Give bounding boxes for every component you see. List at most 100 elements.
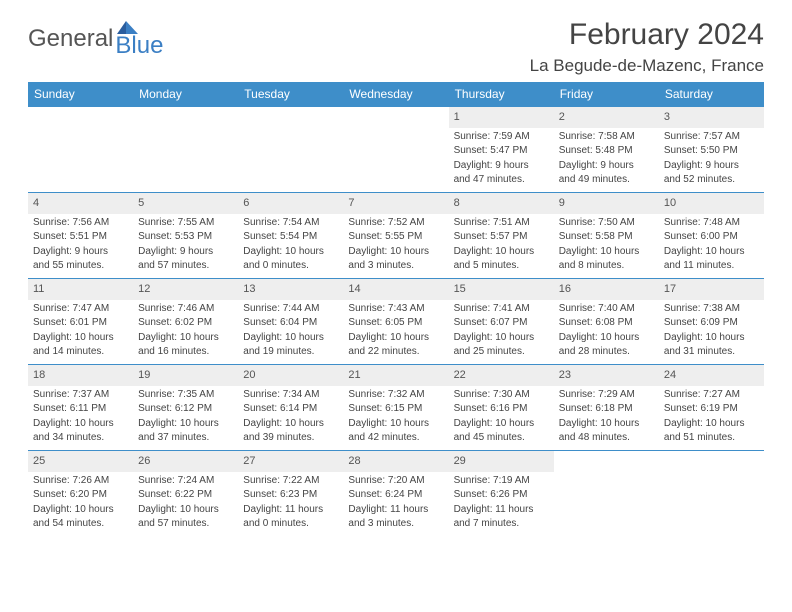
detail-line: Sunset: 6:20 PM [33,488,128,502]
day-number: 27 [238,451,343,472]
calendar-cell: 21Sunrise: 7:32 AMSunset: 6:15 PMDayligh… [343,364,448,450]
calendar-cell-empty [133,106,238,192]
detail-line: Sunrise: 7:57 AM [664,130,759,144]
detail-line: Sunset: 5:47 PM [454,144,549,158]
detail-line: Daylight: 9 hours [559,159,654,173]
day-detail: Sunrise: 7:47 AMSunset: 6:01 PMDaylight:… [28,302,133,359]
day-number: 22 [449,365,554,386]
detail-line: Daylight: 9 hours [138,245,233,259]
detail-line: Sunset: 6:00 PM [664,230,759,244]
detail-line: and 7 minutes. [454,517,549,531]
calendar-cell: 22Sunrise: 7:30 AMSunset: 6:16 PMDayligh… [449,364,554,450]
detail-line: Sunrise: 7:55 AM [138,216,233,230]
detail-line: Sunset: 6:07 PM [454,316,549,330]
day-number: 7 [343,193,448,214]
detail-line: and 57 minutes. [138,517,233,531]
detail-line: Daylight: 10 hours [138,331,233,345]
detail-line: Sunrise: 7:47 AM [33,302,128,316]
day-number: 28 [343,451,448,472]
calendar-cell: 18Sunrise: 7:37 AMSunset: 6:11 PMDayligh… [28,364,133,450]
detail-line: Daylight: 10 hours [664,331,759,345]
detail-line: and 49 minutes. [559,173,654,187]
detail-line: Daylight: 10 hours [348,245,443,259]
day-detail: Sunrise: 7:55 AMSunset: 5:53 PMDaylight:… [133,216,238,273]
calendar-cell: 20Sunrise: 7:34 AMSunset: 6:14 PMDayligh… [238,364,343,450]
calendar-cell: 14Sunrise: 7:43 AMSunset: 6:05 PMDayligh… [343,278,448,364]
day-detail: Sunrise: 7:35 AMSunset: 6:12 PMDaylight:… [133,388,238,445]
detail-line: Sunset: 6:11 PM [33,402,128,416]
calendar-grid: SundayMondayTuesdayWednesdayThursdayFrid… [28,82,764,536]
calendar-cell: 2Sunrise: 7:58 AMSunset: 5:48 PMDaylight… [554,106,659,192]
detail-line: Sunset: 6:09 PM [664,316,759,330]
calendar-cell: 23Sunrise: 7:29 AMSunset: 6:18 PMDayligh… [554,364,659,450]
detail-line: and 19 minutes. [243,345,338,359]
detail-line: Daylight: 10 hours [348,331,443,345]
detail-line: and 14 minutes. [33,345,128,359]
detail-line: Daylight: 10 hours [559,331,654,345]
detail-line: and 34 minutes. [33,431,128,445]
detail-line: Sunset: 5:53 PM [138,230,233,244]
detail-line: and 45 minutes. [454,431,549,445]
day-detail: Sunrise: 7:59 AMSunset: 5:47 PMDaylight:… [449,130,554,187]
calendar-cell: 9Sunrise: 7:50 AMSunset: 5:58 PMDaylight… [554,192,659,278]
day-detail: Sunrise: 7:44 AMSunset: 6:04 PMDaylight:… [238,302,343,359]
day-header: Wednesday [343,82,448,106]
detail-line: Daylight: 9 hours [664,159,759,173]
detail-line: Daylight: 10 hours [33,503,128,517]
day-detail: Sunrise: 7:24 AMSunset: 6:22 PMDaylight:… [133,474,238,531]
detail-line: and 25 minutes. [454,345,549,359]
calendar-cell: 5Sunrise: 7:55 AMSunset: 5:53 PMDaylight… [133,192,238,278]
day-detail: Sunrise: 7:43 AMSunset: 6:05 PMDaylight:… [343,302,448,359]
detail-line: Daylight: 10 hours [243,245,338,259]
detail-line: Daylight: 11 hours [243,503,338,517]
day-detail: Sunrise: 7:34 AMSunset: 6:14 PMDaylight:… [238,388,343,445]
day-number: 2 [554,107,659,128]
detail-line: Sunrise: 7:20 AM [348,474,443,488]
detail-line: Daylight: 10 hours [454,245,549,259]
detail-line: and 55 minutes. [33,259,128,273]
day-detail: Sunrise: 7:38 AMSunset: 6:09 PMDaylight:… [659,302,764,359]
detail-line: and 22 minutes. [348,345,443,359]
detail-line: and 5 minutes. [454,259,549,273]
calendar-cell: 28Sunrise: 7:20 AMSunset: 6:24 PMDayligh… [343,450,448,536]
calendar-cell-empty [343,106,448,192]
day-number: 18 [28,365,133,386]
detail-line: Daylight: 10 hours [454,331,549,345]
detail-line: Sunset: 5:48 PM [559,144,654,158]
day-detail: Sunrise: 7:29 AMSunset: 6:18 PMDaylight:… [554,388,659,445]
detail-line: Sunrise: 7:34 AM [243,388,338,402]
detail-line: Sunrise: 7:19 AM [454,474,549,488]
detail-line: and 52 minutes. [664,173,759,187]
detail-line: Sunrise: 7:32 AM [348,388,443,402]
day-detail: Sunrise: 7:32 AMSunset: 6:15 PMDaylight:… [343,388,448,445]
detail-line: Sunset: 6:16 PM [454,402,549,416]
detail-line: Sunrise: 7:35 AM [138,388,233,402]
day-detail: Sunrise: 7:56 AMSunset: 5:51 PMDaylight:… [28,216,133,273]
detail-line: Daylight: 10 hours [664,417,759,431]
detail-line: Sunset: 6:05 PM [348,316,443,330]
day-number: 16 [554,279,659,300]
detail-line: Sunset: 6:19 PM [664,402,759,416]
day-header: Thursday [449,82,554,106]
detail-line: Sunrise: 7:59 AM [454,130,549,144]
day-number: 20 [238,365,343,386]
detail-line: Daylight: 11 hours [348,503,443,517]
detail-line: and 54 minutes. [33,517,128,531]
detail-line: Sunset: 6:04 PM [243,316,338,330]
detail-line: and 47 minutes. [454,173,549,187]
day-number: 3 [659,107,764,128]
day-header: Tuesday [238,82,343,106]
day-detail: Sunrise: 7:50 AMSunset: 5:58 PMDaylight:… [554,216,659,273]
detail-line: Daylight: 10 hours [138,417,233,431]
day-number: 6 [238,193,343,214]
detail-line: Sunrise: 7:27 AM [664,388,759,402]
day-detail: Sunrise: 7:19 AMSunset: 6:26 PMDaylight:… [449,474,554,531]
detail-line: Sunset: 6:18 PM [559,402,654,416]
detail-line: Sunrise: 7:43 AM [348,302,443,316]
detail-line: Sunset: 5:57 PM [454,230,549,244]
detail-line: Sunrise: 7:44 AM [243,302,338,316]
day-header: Monday [133,82,238,106]
calendar-cell: 12Sunrise: 7:46 AMSunset: 6:02 PMDayligh… [133,278,238,364]
detail-line: Sunrise: 7:22 AM [243,474,338,488]
calendar-cell: 16Sunrise: 7:40 AMSunset: 6:08 PMDayligh… [554,278,659,364]
